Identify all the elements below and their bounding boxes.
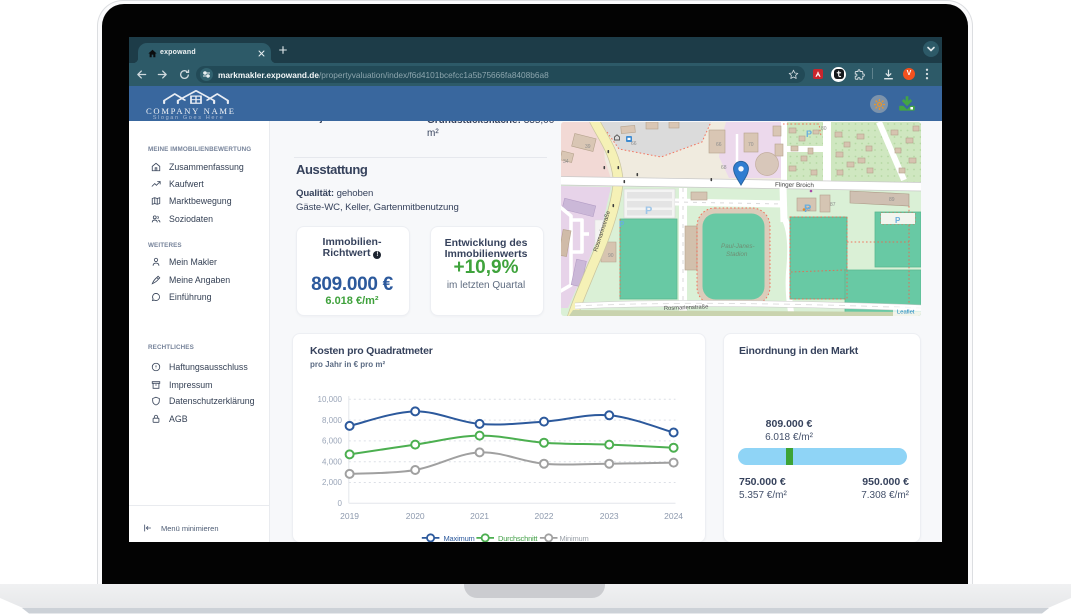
- svg-text:P: P: [804, 203, 811, 215]
- svg-text:P: P: [806, 129, 812, 139]
- svg-text:2022: 2022: [535, 511, 554, 521]
- svg-text:80: 80: [821, 126, 827, 132]
- svg-text:Rosmarienstraße: Rosmarienstraße: [664, 304, 709, 312]
- svg-text:2,000: 2,000: [322, 478, 343, 487]
- svg-text:Leaflet: Leaflet: [897, 309, 915, 315]
- svg-text:Paul-Janes-: Paul-Janes-: [721, 243, 755, 250]
- svg-text:Durchschnitt: Durchschnitt: [498, 534, 538, 542]
- svg-text:0: 0: [338, 499, 343, 508]
- svg-text:34: 34: [563, 159, 569, 165]
- svg-text:39: 39: [585, 144, 591, 150]
- svg-text:P: P: [895, 216, 901, 225]
- svg-text:Flinger Broich: Flinger Broich: [775, 181, 814, 189]
- svg-text:Minimum: Minimum: [560, 534, 589, 542]
- svg-text:Maximum: Maximum: [444, 534, 475, 542]
- svg-text:90: 90: [608, 253, 614, 259]
- svg-text:66: 66: [716, 142, 722, 148]
- svg-text:2020: 2020: [406, 511, 425, 521]
- svg-text:2023: 2023: [600, 511, 619, 521]
- svg-text:8,000: 8,000: [322, 416, 343, 425]
- svg-text:66: 66: [631, 141, 637, 147]
- svg-text:Stadion: Stadion: [726, 251, 748, 258]
- svg-text:70: 70: [748, 142, 754, 148]
- svg-text:87: 87: [830, 202, 836, 208]
- svg-text:P: P: [619, 220, 625, 229]
- svg-text:4,000: 4,000: [322, 457, 343, 466]
- svg-text:2019: 2019: [340, 511, 359, 521]
- svg-text:P: P: [645, 205, 652, 217]
- svg-text:2021: 2021: [470, 511, 489, 521]
- svg-text:89: 89: [889, 197, 895, 203]
- svg-text:2024: 2024: [664, 511, 683, 521]
- svg-text:10,000: 10,000: [318, 395, 343, 404]
- svg-text:6,000: 6,000: [322, 437, 343, 446]
- svg-text:68: 68: [721, 165, 727, 171]
- svg-text:85: 85: [805, 207, 811, 213]
